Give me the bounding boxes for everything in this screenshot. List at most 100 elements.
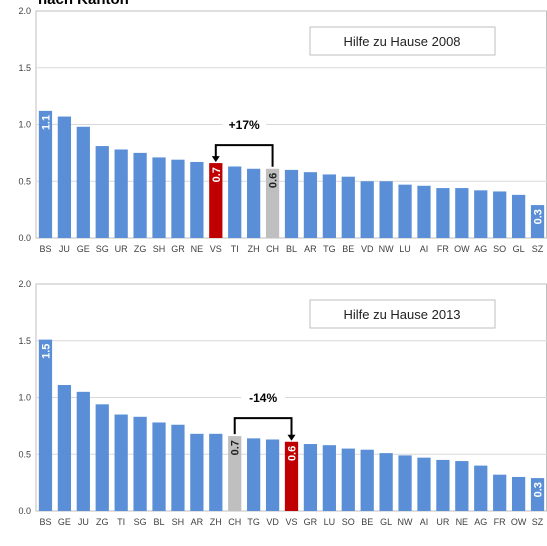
bar-bs: [38, 339, 53, 511]
x-tick-label: SZ: [532, 244, 544, 254]
bar-ne: [190, 161, 204, 238]
data-label: 0.6: [287, 446, 299, 461]
y-tick-label: 0.0: [18, 233, 31, 243]
bar-ar: [190, 433, 204, 511]
bar-zg: [95, 404, 109, 511]
x-tick-label: ZH: [248, 244, 260, 254]
bracket-line: [214, 144, 274, 167]
x-tick-label: AG: [474, 517, 487, 527]
bar-ju: [76, 391, 90, 511]
bar-ch: [228, 436, 242, 511]
bar-gl: [379, 453, 393, 511]
x-tick-label: BL: [286, 244, 297, 254]
bar-so: [493, 191, 507, 238]
bar-so: [341, 448, 355, 511]
bar-ai: [417, 185, 431, 238]
change-annotation: -14%: [249, 391, 277, 405]
bar-ow: [455, 188, 469, 238]
chart-title: Hilfe zu Hause 2008: [343, 34, 460, 49]
x-tick-label: SH: [172, 517, 185, 527]
annotation-bg: [241, 388, 286, 407]
x-tick-label: GE: [58, 517, 71, 527]
data-label: 0.6: [268, 173, 280, 188]
x-tick-label: AR: [304, 244, 317, 254]
data-label: 0.3: [533, 209, 545, 224]
data-label: 1.5: [40, 344, 52, 359]
x-tick-label: NW: [379, 244, 394, 254]
bar-vd: [360, 181, 374, 238]
x-tick-label: AR: [191, 517, 204, 527]
bar-bs: [38, 110, 53, 238]
bar-zh: [247, 168, 261, 238]
bar-tg: [322, 174, 336, 238]
x-tick-label: VD: [266, 517, 279, 527]
x-tick-label: ZH: [210, 517, 222, 527]
bar-tg: [247, 438, 261, 511]
bar-ag: [474, 465, 488, 511]
x-tick-label: JU: [59, 244, 70, 254]
x-tick-label: TI: [231, 244, 239, 254]
bar-gl: [511, 194, 526, 238]
change-annotation: +17%: [229, 118, 260, 132]
x-tick-label: ZG: [96, 517, 109, 527]
x-tick-label: FR: [437, 244, 449, 254]
bar-ow: [511, 476, 526, 511]
y-tick-label: 2.0: [18, 279, 31, 289]
x-tick-label: GE: [77, 244, 90, 254]
x-tick-label: BE: [361, 517, 373, 527]
x-tick-label: SG: [134, 517, 147, 527]
y-tick-label: 1.5: [18, 63, 31, 73]
x-tick-label: SO: [493, 244, 506, 254]
bar-lu: [398, 184, 412, 238]
x-tick-label: CH: [266, 244, 279, 254]
data-label: 1.1: [40, 115, 52, 130]
x-tick-label: GL: [513, 244, 525, 254]
x-tick-label: NE: [191, 244, 204, 254]
data-label: 0.7: [211, 167, 223, 182]
bar-sg: [133, 416, 147, 511]
x-tick-label: VD: [361, 244, 374, 254]
y-tick-label: 1.5: [18, 336, 31, 346]
x-tick-label: BE: [342, 244, 354, 254]
change-bracket: -14%: [233, 388, 296, 441]
y-tick-label: 0.0: [18, 506, 31, 516]
x-tick-label: SH: [153, 244, 166, 254]
bar-sh: [152, 157, 166, 238]
bracket-line: [233, 417, 293, 436]
page-title: nach Kanton: [38, 0, 129, 8]
bar-bl: [152, 422, 166, 511]
bar-sg: [95, 146, 109, 238]
x-tick-label: LU: [324, 517, 336, 527]
x-tick-label: TG: [247, 517, 260, 527]
bar-nw: [379, 181, 393, 238]
x-tick-label: GR: [304, 517, 318, 527]
bar-vs: [209, 163, 223, 238]
bar-gr: [303, 444, 318, 511]
x-tick-label: VS: [285, 517, 297, 527]
y-tick-label: 0.5: [18, 176, 31, 186]
bar-ge: [57, 385, 72, 511]
bar-ai: [417, 457, 431, 511]
chart-2008: 0.0 0.5 1.0 1.5 2.0 BS 1.1 JU GE SG UR ZG SH GR NE VS 0.…: [18, 6, 547, 254]
bar-ge: [76, 126, 90, 238]
bar-vd: [265, 439, 280, 511]
change-bracket: +17%: [211, 115, 274, 167]
annotation-bg: [222, 115, 267, 134]
x-tick-label: SO: [342, 517, 355, 527]
bracket-arrow: [287, 434, 296, 441]
bar-be: [360, 449, 374, 511]
x-tick-label: CH: [228, 517, 241, 527]
x-tick-label: OW: [454, 244, 470, 254]
bar-vs: [284, 441, 299, 511]
bar-ur: [114, 149, 128, 238]
bar-ar: [303, 172, 318, 238]
x-tick-label: BS: [39, 244, 51, 254]
bar-nw: [398, 455, 412, 511]
chart-title: Hilfe zu Hause 2013: [343, 307, 460, 322]
x-tick-label: VS: [210, 244, 222, 254]
x-tick-label: OW: [511, 517, 527, 527]
x-tick-label: TG: [323, 244, 336, 254]
x-tick-label: UR: [115, 244, 128, 254]
x-tick-label: FR: [494, 517, 506, 527]
x-tick-label: SG: [96, 244, 109, 254]
